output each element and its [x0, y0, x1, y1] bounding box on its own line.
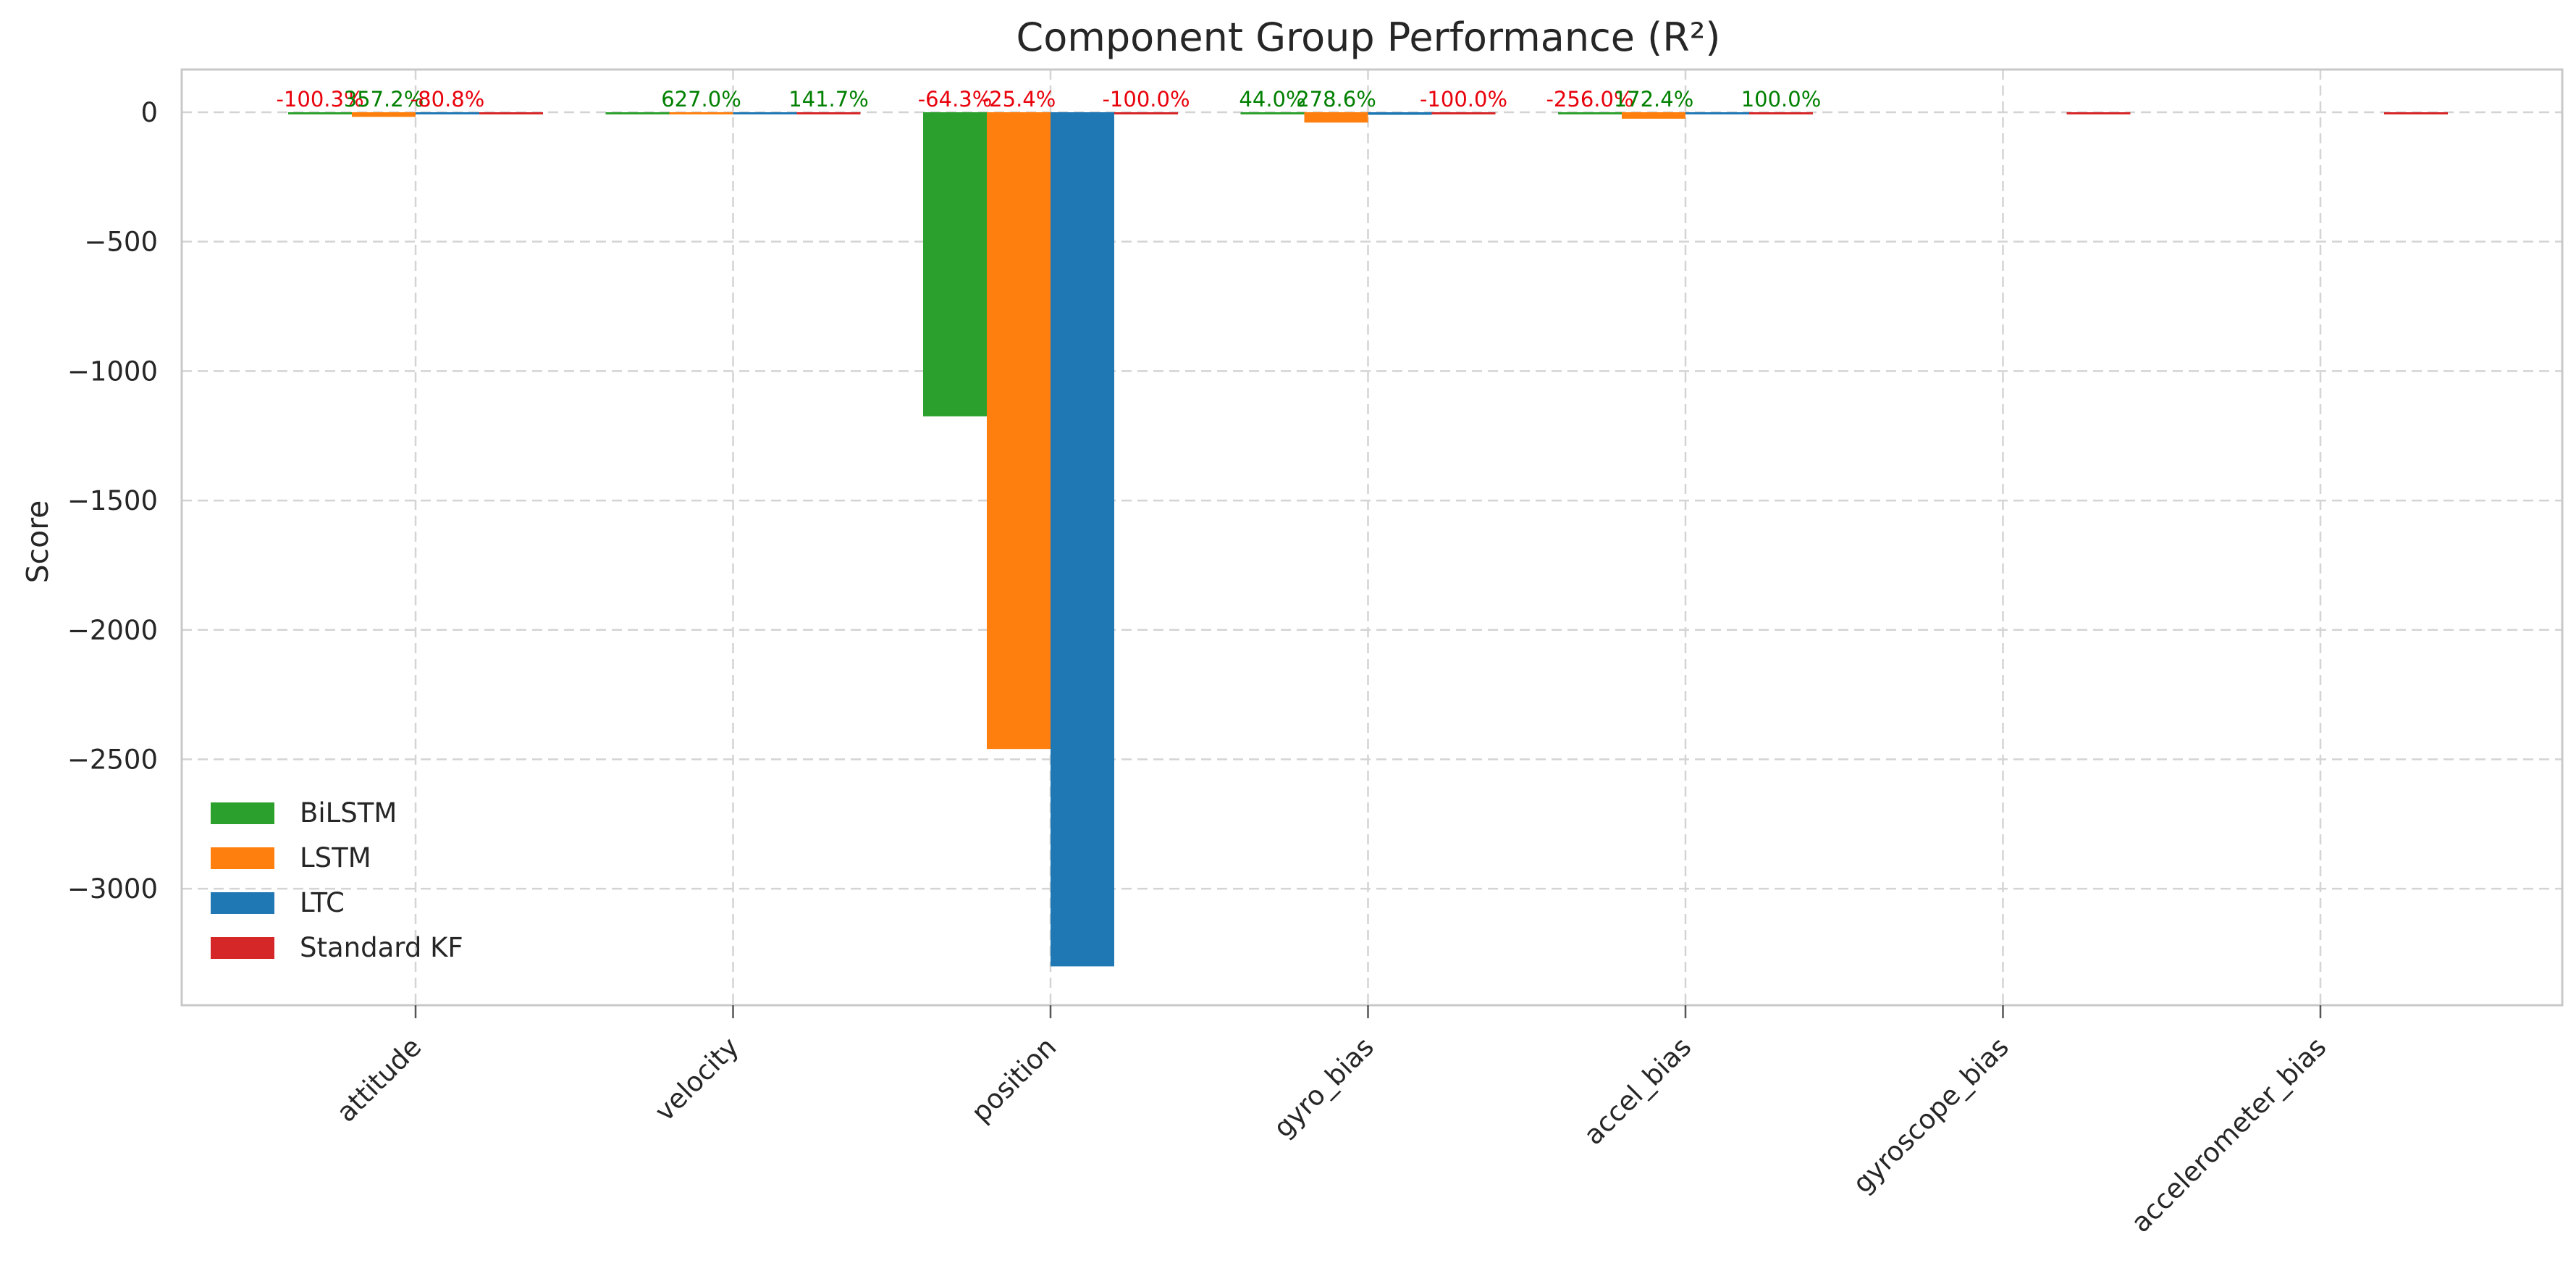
bar-bilstm-gyro-bias — [1240, 112, 1305, 114]
bar-ltc-attitude — [416, 112, 479, 114]
x-tick-label-accelerometer-bias: accelerometer_bias — [2125, 1031, 2332, 1238]
chart-title: Component Group Performance (R²) — [1016, 14, 1721, 60]
bar-lstm-attitude — [352, 112, 416, 117]
bar-bilstm-velocity — [605, 112, 670, 114]
data-label: -64.3% — [918, 87, 993, 112]
data-label: -100.0% — [1420, 87, 1507, 112]
legend-label-lstm: LSTM — [300, 842, 371, 873]
bar-bilstm-position — [923, 112, 987, 416]
bars — [288, 112, 2448, 967]
y-tick-label: −1500 — [67, 485, 158, 516]
data-labels: -100.3%357.2%-80.8% 627.0% 141.7% -64.3%-25… — [276, 87, 1821, 112]
plot-frame — [180, 68, 2564, 1007]
y-tick-label: −3000 — [67, 873, 158, 905]
y-axis-label: Score — [20, 500, 55, 584]
bar-standard-kf-accel-bias — [1749, 112, 1813, 114]
data-label: -256.0% — [1546, 87, 1633, 112]
y-tick-label: −2500 — [67, 744, 158, 775]
legend-label-bilstm: BiLSTM — [300, 797, 397, 829]
bar-ltc-accel-bias — [1685, 112, 1749, 114]
bar-lstm-gyro-bias — [1304, 112, 1368, 123]
grid — [182, 70, 2562, 1005]
x-tick-label-gyroscope-bias: gyroscope_bias — [1847, 1031, 2015, 1199]
bar-standard-kf-gyroscope-bias — [2066, 112, 2131, 114]
data-label: 278.6% — [1296, 87, 1376, 112]
data-label: 100.0% — [1741, 87, 1822, 112]
legend-swatch-lstm — [211, 847, 274, 869]
bar-lstm-accel-bias — [1622, 112, 1685, 119]
data-label: 627.0% — [661, 87, 741, 112]
data-label: -80.8% — [411, 87, 485, 112]
x-tick-label-attitude: attitude — [331, 1031, 428, 1128]
legend: BiLSTM LSTM LTC Standard KF — [211, 797, 463, 963]
bar-ltc-velocity — [733, 112, 797, 114]
y-tick-label: −1000 — [67, 356, 158, 387]
y-tick-label: −2000 — [67, 615, 158, 646]
data-label: 141.7% — [788, 87, 869, 112]
bar-ltc-gyro-bias — [1368, 112, 1432, 115]
x-tick-label-position: position — [965, 1031, 1062, 1128]
data-label: -100.3% — [276, 87, 363, 112]
bar-standard-kf-accelerometer-bias — [2384, 112, 2448, 114]
data-label: 44.0% — [1239, 87, 1305, 112]
bar-bilstm-accel-bias — [1558, 112, 1622, 114]
x-tick-label-accel-bias: accel_bias — [1578, 1031, 1697, 1151]
bar-bilstm-attitude — [288, 112, 352, 114]
bar-lstm-velocity — [669, 112, 733, 114]
y-tick-label: 0 — [140, 97, 158, 128]
legend-label-standard-kf: Standard KF — [300, 932, 463, 963]
x-tick-label-gyro-bias: gyro_bias — [1268, 1031, 1380, 1144]
data-label: -25.4% — [982, 87, 1056, 112]
x-axis-ticks: attitude velocity position gyro_bias accel_b… — [331, 1005, 2332, 1238]
bar-standard-kf-gyro-bias — [1431, 112, 1496, 114]
legend-swatch-bilstm — [211, 802, 274, 824]
bar-lstm-position — [987, 112, 1051, 750]
legend-swatch-standard-kf — [211, 937, 274, 959]
data-label: -100.0% — [1102, 87, 1190, 112]
data-label: 357.2% — [344, 87, 424, 112]
bar-standard-kf-position — [1114, 112, 1178, 114]
x-tick-label-velocity: velocity — [649, 1031, 745, 1128]
bar-standard-kf-attitude — [479, 112, 543, 114]
legend-swatch-ltc — [211, 892, 274, 914]
data-label: 172.4% — [1614, 87, 1694, 112]
bar-standard-kf-velocity — [796, 112, 861, 114]
legend-label-ltc: LTC — [300, 887, 345, 918]
bar-ltc-position — [1051, 112, 1114, 967]
y-tick-label: −500 — [84, 227, 158, 258]
y-axis-ticks: 0 −500 −1000 −1500 −2000 −2500 −3000 — [67, 97, 158, 905]
